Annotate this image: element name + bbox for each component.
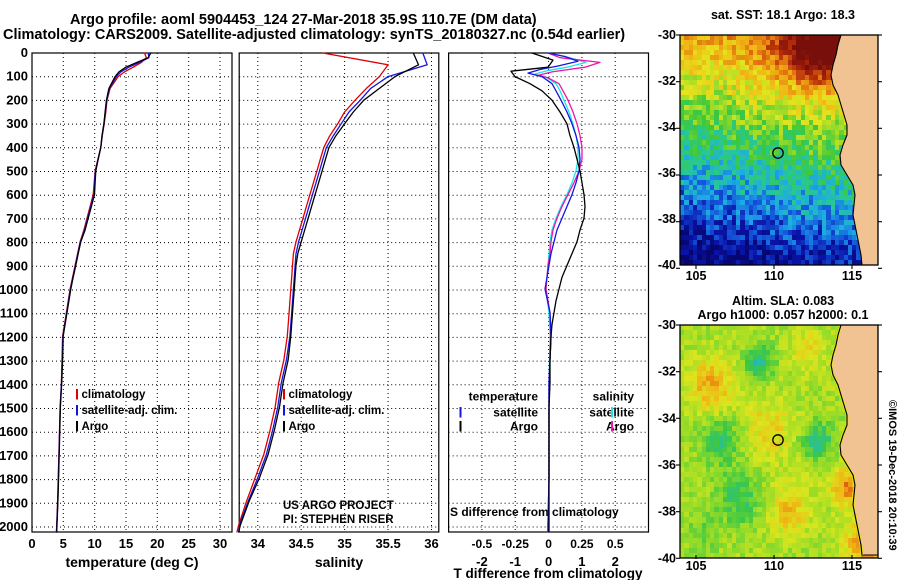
svg-text:temperature: temperature [469, 390, 539, 404]
svg-text:US ARGO PROJECT: US ARGO PROJECT [283, 500, 394, 512]
svg-text:Argo: Argo [606, 420, 634, 434]
svg-text:1600: 1600 [0, 424, 28, 439]
svg-text:-0.5: -0.5 [472, 537, 493, 551]
svg-text:sat. SST: 18.1 Argo: 18.3: sat. SST: 18.1 Argo: 18.3 [711, 8, 855, 22]
svg-text:Argo h1000: 0.057 h2000: 0.1: Argo h1000: 0.057 h2000: 0.1 [698, 308, 869, 322]
svg-text:1400: 1400 [0, 377, 28, 392]
svg-text:10: 10 [87, 536, 101, 551]
svg-text:110: 110 [764, 269, 784, 283]
svg-text:Argo: Argo [289, 421, 316, 433]
svg-text:30: 30 [213, 536, 227, 551]
svg-text:2000: 2000 [0, 519, 28, 534]
svg-text:-38: -38 [658, 505, 676, 519]
svg-text:34: 34 [251, 536, 266, 551]
svg-text:400: 400 [6, 140, 28, 155]
svg-text:34.5: 34.5 [289, 536, 314, 551]
svg-text:satellite-adj. clim.: satellite-adj. clim. [289, 405, 385, 417]
svg-text:1100: 1100 [0, 306, 28, 321]
svg-text:-32: -32 [658, 365, 676, 379]
svg-text:-34: -34 [658, 411, 676, 425]
svg-text:-0.25: -0.25 [502, 537, 530, 551]
svg-text:115: 115 [842, 269, 862, 283]
svg-text:climatology: climatology [82, 389, 147, 401]
svg-text:Altim. SLA: 0.083: Altim. SLA: 0.083 [732, 294, 834, 308]
svg-text:-32: -32 [658, 74, 676, 88]
svg-text:-38: -38 [658, 212, 676, 226]
svg-text:-40: -40 [658, 551, 676, 565]
svg-text:1200: 1200 [0, 329, 28, 344]
svg-text:salinity: salinity [593, 390, 635, 404]
svg-text:0.5: 0.5 [607, 537, 624, 551]
svg-text:500: 500 [6, 164, 28, 179]
svg-text:115: 115 [842, 559, 862, 573]
svg-text:climatology: climatology [289, 389, 354, 401]
svg-text:20: 20 [150, 536, 164, 551]
svg-text:S difference from climatology: S difference from climatology [450, 505, 619, 519]
svg-text:-30: -30 [658, 28, 676, 42]
svg-text:PI: STEPHEN RISER: PI: STEPHEN RISER [283, 514, 394, 526]
svg-text:-36: -36 [658, 166, 676, 180]
svg-text:-36: -36 [658, 458, 676, 472]
svg-text:300: 300 [6, 116, 28, 131]
svg-text:T difference from climatology: T difference from climatology [453, 566, 643, 580]
svg-text:1000: 1000 [0, 282, 28, 297]
svg-text:110: 110 [764, 559, 784, 573]
svg-text:1300: 1300 [0, 353, 28, 368]
svg-text:satellite-adj. clim.: satellite-adj. clim. [82, 405, 178, 417]
svg-text:36: 36 [424, 536, 438, 551]
svg-text:satellite: satellite [493, 406, 538, 420]
svg-text:-34: -34 [658, 120, 676, 134]
svg-text:700: 700 [6, 211, 28, 226]
svg-text:105: 105 [686, 559, 707, 573]
svg-text:100: 100 [6, 69, 28, 84]
svg-text:0: 0 [21, 45, 28, 60]
svg-text:1900: 1900 [0, 495, 28, 510]
svg-text:15: 15 [119, 536, 133, 551]
svg-text:Argo: Argo [510, 420, 538, 434]
svg-text:salinity: salinity [315, 554, 363, 570]
svg-text:1500: 1500 [0, 401, 28, 416]
svg-text:200: 200 [6, 92, 28, 107]
svg-text:1800: 1800 [0, 472, 28, 487]
svg-text:900: 900 [6, 258, 28, 273]
svg-text:0.25: 0.25 [570, 537, 594, 551]
svg-text:5: 5 [60, 536, 67, 551]
svg-text:1700: 1700 [0, 448, 28, 463]
svg-text:35.5: 35.5 [375, 536, 400, 551]
svg-text:temperature (deg C): temperature (deg C) [65, 554, 198, 570]
svg-text:35: 35 [337, 536, 351, 551]
svg-text:0: 0 [545, 537, 552, 551]
svg-text:600: 600 [6, 187, 28, 202]
svg-text:25: 25 [181, 536, 195, 551]
svg-text:-30: -30 [658, 318, 676, 332]
svg-text:800: 800 [6, 235, 28, 250]
svg-text:105: 105 [686, 269, 707, 283]
svg-text:©IMOS 19-Dec-2018 20:10:39: ©IMOS 19-Dec-2018 20:10:39 [886, 400, 898, 551]
svg-text:0: 0 [28, 536, 35, 551]
svg-text:-40: -40 [658, 258, 676, 272]
svg-text:Argo: Argo [82, 421, 109, 433]
